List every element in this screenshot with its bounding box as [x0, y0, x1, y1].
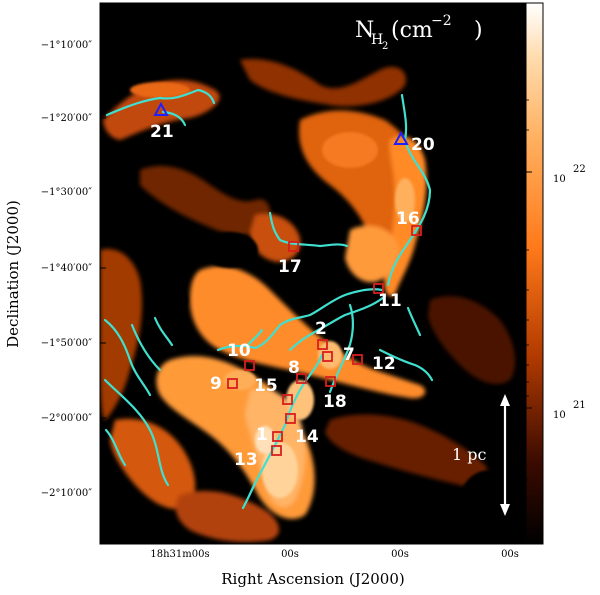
filament	[105, 88, 216, 117]
source-marker-21	[153, 101, 169, 116]
source-marker-9	[227, 378, 238, 389]
source-marker-16	[411, 225, 422, 236]
source-marker-15	[282, 394, 293, 405]
quantity-unit: (cm	[391, 18, 433, 43]
x-tick-marks	[179, 538, 511, 544]
source-label-14: 14	[295, 427, 319, 447]
colorbar-minor-ticks	[526, 99, 529, 521]
source-label-12: 12	[372, 354, 396, 374]
scale-bar-label: 1 pc	[452, 445, 487, 464]
source-marker-8	[296, 373, 307, 384]
source-marker-11	[373, 283, 384, 294]
filament	[241, 353, 324, 510]
y-tick-label: −1°50′00″	[41, 338, 92, 349]
y-tick-marks	[100, 44, 106, 494]
source-marker-1	[272, 431, 283, 442]
source-label-11: 11	[378, 291, 402, 311]
source-label-13: 13	[234, 450, 258, 470]
source-marker-18	[325, 376, 336, 387]
y-tick-label: −1°10′00″	[41, 40, 92, 51]
bright-clumps	[130, 82, 415, 498]
y-tick-label: −2°10′00″	[41, 488, 92, 499]
source-label-10: 10	[227, 341, 251, 361]
source-label-15: 15	[254, 376, 278, 396]
colorbar-tick-label-base: 10	[553, 174, 566, 185]
y-tick-label: −1°20′00″	[41, 113, 92, 124]
filament	[103, 378, 170, 487]
source-marker-20	[393, 130, 409, 145]
scale-bar: 1 pc	[452, 394, 510, 516]
source-marker-14	[285, 413, 296, 424]
source-marker-2	[317, 339, 328, 350]
colorbar-tick-label-base: 10	[553, 410, 566, 421]
source-label-7: 7	[343, 345, 355, 365]
y-tick-label: −1°30′00″	[41, 187, 92, 198]
quantity-symbol: N	[355, 18, 374, 43]
y-tick-label: −2°00′00″	[41, 413, 92, 424]
x-tick-label: 18h31m00s	[150, 549, 209, 560]
colorbar-tick-label-exp: 22	[573, 164, 586, 175]
quantity-unit-close: )	[474, 18, 483, 43]
colorbar-frame	[525, 2, 544, 545]
filament	[216, 288, 384, 352]
source-marker-13	[271, 445, 282, 456]
source-label-2: 2	[315, 319, 327, 339]
source-marker-10	[244, 360, 255, 371]
colorbar-tick-label-exp: 21	[573, 400, 586, 411]
source-label-1: 1	[256, 425, 268, 445]
y-tick-label: −1°40′00″	[41, 263, 92, 274]
source-label-20: 20	[411, 135, 435, 155]
column-density-map: 1 pc N H 2 (cm −2 ) 1 2 7	[99, 2, 527, 545]
y-axis: −1°10′00″ −1°20′00″ −1°30′00″ −1°40′00″ …	[4, 40, 106, 499]
source-label-8: 8	[288, 358, 300, 378]
source-label-18: 18	[323, 392, 347, 412]
filament	[378, 348, 434, 382]
source-label-21: 21	[150, 122, 174, 142]
x-axis-title: Right Ascension (J2000)	[221, 570, 404, 588]
filament	[406, 306, 422, 337]
filament	[386, 93, 432, 287]
source-label-9: 9	[210, 374, 222, 394]
quantity-unit-exponent: −2	[431, 13, 452, 29]
filament	[103, 318, 152, 397]
source-label-17: 17	[278, 257, 302, 277]
colorbar: 10 22 10 21	[525, 2, 586, 545]
filament	[104, 428, 127, 467]
source-marker-7	[322, 351, 333, 362]
filament	[153, 316, 174, 347]
source-label-16: 16	[396, 209, 420, 229]
x-tick-label: 00s	[501, 549, 519, 560]
source-marker-17	[288, 241, 299, 252]
source-markers: 1 2 7 8 9 10 11 12	[150, 101, 435, 470]
quantity-subscript: H	[371, 32, 383, 48]
filament	[246, 328, 264, 347]
quantity-subsubscript: 2	[382, 41, 388, 52]
x-tick-label: 00s	[391, 549, 409, 560]
map-quantity-label: N H 2 (cm −2 )	[355, 13, 483, 52]
source-marker-12	[352, 354, 363, 365]
filament	[130, 323, 162, 372]
filament	[288, 294, 387, 352]
x-axis: 18h31m00s 00s 00s 00s Right Ascension (J…	[150, 538, 519, 588]
y-axis-title: Declination (J2000)	[4, 200, 22, 348]
x-tick-label: 00s	[281, 549, 299, 560]
colorbar-gradient	[526, 3, 543, 544]
